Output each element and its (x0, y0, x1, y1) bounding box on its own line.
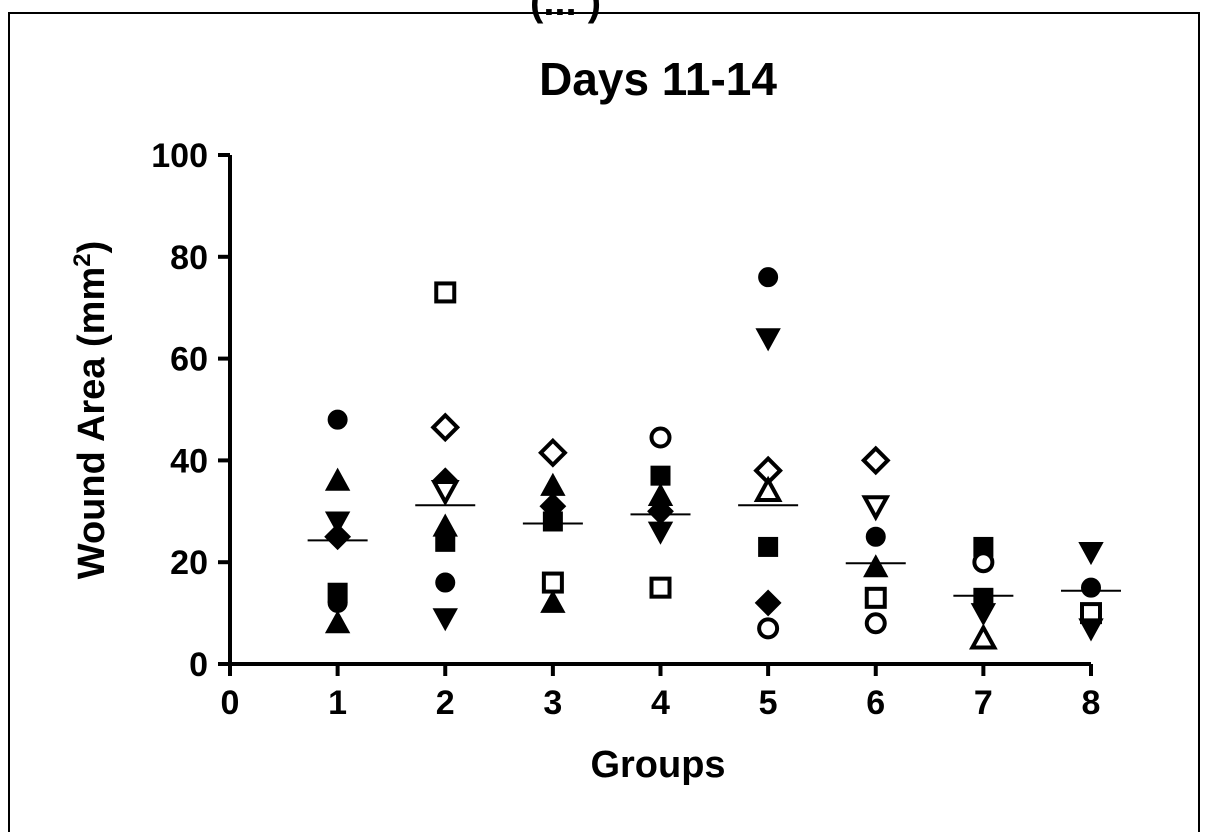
y-tick-label: 80 (170, 239, 208, 277)
y-tick-label: 20 (170, 544, 208, 582)
data-point-circle-open (972, 551, 995, 574)
data-point-circle-filled (327, 592, 348, 613)
y-axis: 0 20 40 60 80 100 (151, 137, 232, 684)
data-point-diamond-open (538, 437, 568, 468)
y-axis-title-text: Wound Area (mm (71, 267, 113, 579)
data-point-triangle-down-filled (1078, 542, 1104, 566)
x-tick-label: 6 (866, 684, 885, 722)
data-point-triangle-down-open (861, 495, 891, 522)
data-point-square-open (541, 571, 564, 594)
x-tick-label: 1 (328, 684, 347, 722)
data-point-triangle-up-filled (540, 589, 566, 613)
data-point-diamond-open (430, 412, 461, 443)
data-point-circle-filled (327, 409, 348, 430)
x-axis-title: Groups (590, 744, 725, 786)
y-tick-label: 0 (189, 646, 208, 684)
data-point-circle-filled (1081, 577, 1101, 598)
data-point-circle-filled (865, 526, 886, 547)
x-tick-label: 2 (436, 684, 455, 722)
data-point-square-open (434, 281, 457, 304)
chart-frame: (... ) (8, 0, 1200, 832)
y-tick-label: 100 (151, 137, 208, 175)
y-tick-label: 40 (170, 442, 208, 480)
x-tick-label: 4 (651, 684, 670, 722)
y-axis-title-close: ) (71, 241, 113, 254)
mean-lines (307, 504, 1121, 597)
data-point-triangle-up-open (753, 475, 783, 502)
data-point-triangle-down-filled (755, 328, 781, 352)
data-point-triangle-down-filled (970, 603, 997, 627)
data-point-triangle-up-open (968, 623, 998, 650)
x-tick-label: 5 (759, 684, 778, 722)
data-point-circle-open (649, 426, 672, 449)
data-point-triangle-down-filled (1078, 618, 1104, 642)
y-tick-label: 60 (170, 341, 208, 379)
chart-title: Days 11-14 (539, 53, 777, 105)
data-point-square-open (864, 586, 887, 609)
data-points (324, 267, 1104, 650)
data-point-triangle-up-filled (324, 467, 351, 491)
x-tick-label: 8 (1082, 684, 1101, 722)
data-point-square-open (649, 576, 672, 599)
data-point-circle-filled (435, 572, 456, 593)
data-point-circle-open (864, 612, 887, 635)
data-point-square-filled (435, 531, 456, 552)
x-tick-label: 0 (221, 684, 240, 722)
y-axis-title-superscript: 2 (69, 253, 96, 266)
data-point-circle-open (757, 617, 780, 640)
data-point-triangle-down-filled (432, 608, 458, 632)
data-point-square-filled (758, 536, 779, 557)
x-tick-label: 3 (543, 684, 562, 722)
data-point-diamond-open (860, 445, 891, 476)
data-point-triangle-up-filled (863, 554, 889, 578)
data-point-square-filled (650, 465, 671, 486)
data-point-diamond-filled (324, 523, 352, 551)
data-point-triangle-down-open (430, 479, 460, 507)
x-axis: 0 1 2 3 4 5 6 7 8 (221, 662, 1101, 722)
data-point-circle-filled (758, 267, 779, 288)
top-caption: (... ) (530, 0, 602, 24)
y-axis-title: Wound Area (mm2) (69, 241, 113, 579)
data-point-triangle-up-filled (540, 472, 566, 496)
data-point-triangle-up-filled (324, 610, 351, 634)
data-point-square-filled (542, 511, 563, 532)
data-point-diamond-filled (754, 589, 782, 617)
data-point-triangle-down-filled (647, 521, 674, 545)
x-tick-label: 7 (974, 684, 993, 722)
data-point-triangle-down-filled (324, 511, 351, 535)
